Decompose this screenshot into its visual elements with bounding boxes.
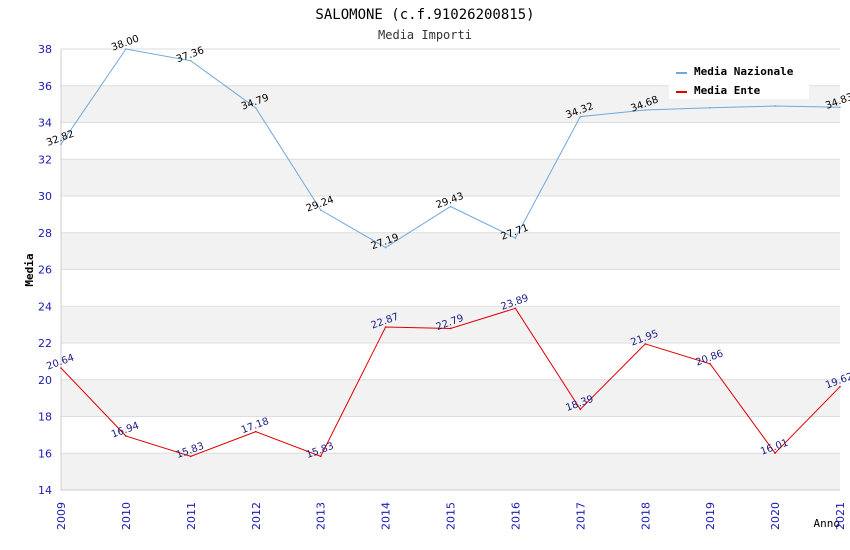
x-tick-label: 2014 [380, 502, 393, 530]
grid-band [61, 306, 840, 343]
grid-bands [61, 49, 840, 490]
chart-subtitle: Media Importi [378, 28, 472, 42]
legend: Media Nazionale Media Ente [669, 59, 809, 99]
y-tick-label: 22 [38, 337, 52, 350]
data-point [384, 246, 387, 249]
y-tick-label: 24 [38, 300, 52, 313]
data-point [644, 109, 647, 111]
x-tick-label: 2016 [509, 502, 522, 530]
data-point [774, 105, 776, 107]
data-point [319, 455, 322, 458]
grid-band [61, 159, 840, 196]
y-tick-label: 34 [38, 117, 52, 130]
y-tick-label: 38 [38, 43, 52, 56]
data-point [579, 115, 582, 118]
legend-box [669, 59, 809, 99]
grid-band [61, 343, 840, 380]
x-tick-label: 2011 [185, 502, 198, 530]
y-tick-label: 18 [38, 411, 52, 424]
y-tick-labels: 14 16 18 20 22 24 26 28 30 32 34 36 38 [38, 43, 52, 497]
legend-label-media-ente: Media Ente [694, 84, 761, 97]
grid-band [61, 232, 840, 270]
data-point [709, 107, 711, 109]
y-tick-label: 32 [38, 153, 52, 166]
data-point [839, 385, 841, 388]
axes [60, 49, 840, 491]
x-tick-labels: 2009 2010 2011 2012 2013 2014 2015 2016 2017 2018… [55, 502, 847, 530]
data-point [449, 205, 452, 208]
data-point [449, 327, 452, 330]
data-point [60, 143, 62, 145]
y-tick-label: 28 [38, 227, 52, 240]
y-tick-label: 14 [38, 484, 52, 497]
data-point [319, 209, 322, 211]
x-tick-label: 2021 [834, 502, 847, 530]
grid-band [61, 196, 840, 233]
data-point [125, 48, 127, 50]
data-point [644, 343, 647, 345]
data-point [190, 59, 192, 62]
x-tick-label: 2013 [315, 502, 328, 530]
data-point [709, 363, 711, 365]
data-point [514, 237, 517, 239]
data-point [579, 408, 582, 411]
legend-label-media-nazionale: Media Nazionale [694, 65, 794, 78]
y-tick-label: 36 [38, 80, 52, 93]
data-point [384, 326, 387, 328]
grid-band [61, 379, 840, 417]
x-tick-label: 2019 [704, 502, 717, 530]
x-tick-label: 2015 [445, 502, 458, 530]
y-tick-label: 16 [38, 447, 52, 460]
grid-band [61, 453, 840, 490]
data-point [254, 430, 257, 433]
data-point [839, 106, 841, 109]
data-point [774, 452, 776, 454]
x-axis-label: Anno [814, 517, 841, 530]
grid-band [61, 269, 840, 307]
data-point [125, 435, 127, 437]
x-tick-label: 2009 [55, 502, 68, 530]
x-tick-label: 2018 [639, 502, 652, 530]
y-axis-label: Media [23, 253, 36, 286]
y-tick-label: 30 [38, 190, 52, 203]
x-tick-label: 2017 [574, 502, 587, 530]
chart-title: SALOMONE (c.f.91026200815) [315, 7, 534, 23]
data-point [60, 367, 62, 369]
series-lines [60, 48, 841, 458]
grid-band [61, 416, 840, 454]
data-point [190, 455, 192, 458]
x-tick-label: 2010 [120, 502, 133, 530]
x-tick-label: 2020 [769, 502, 782, 530]
y-tick-label: 26 [38, 264, 52, 277]
y-tick-label: 20 [38, 374, 52, 387]
grid-band [61, 122, 840, 160]
data-point [514, 307, 517, 310]
data-point [254, 107, 257, 109]
x-tick-label: 2012 [250, 502, 263, 530]
